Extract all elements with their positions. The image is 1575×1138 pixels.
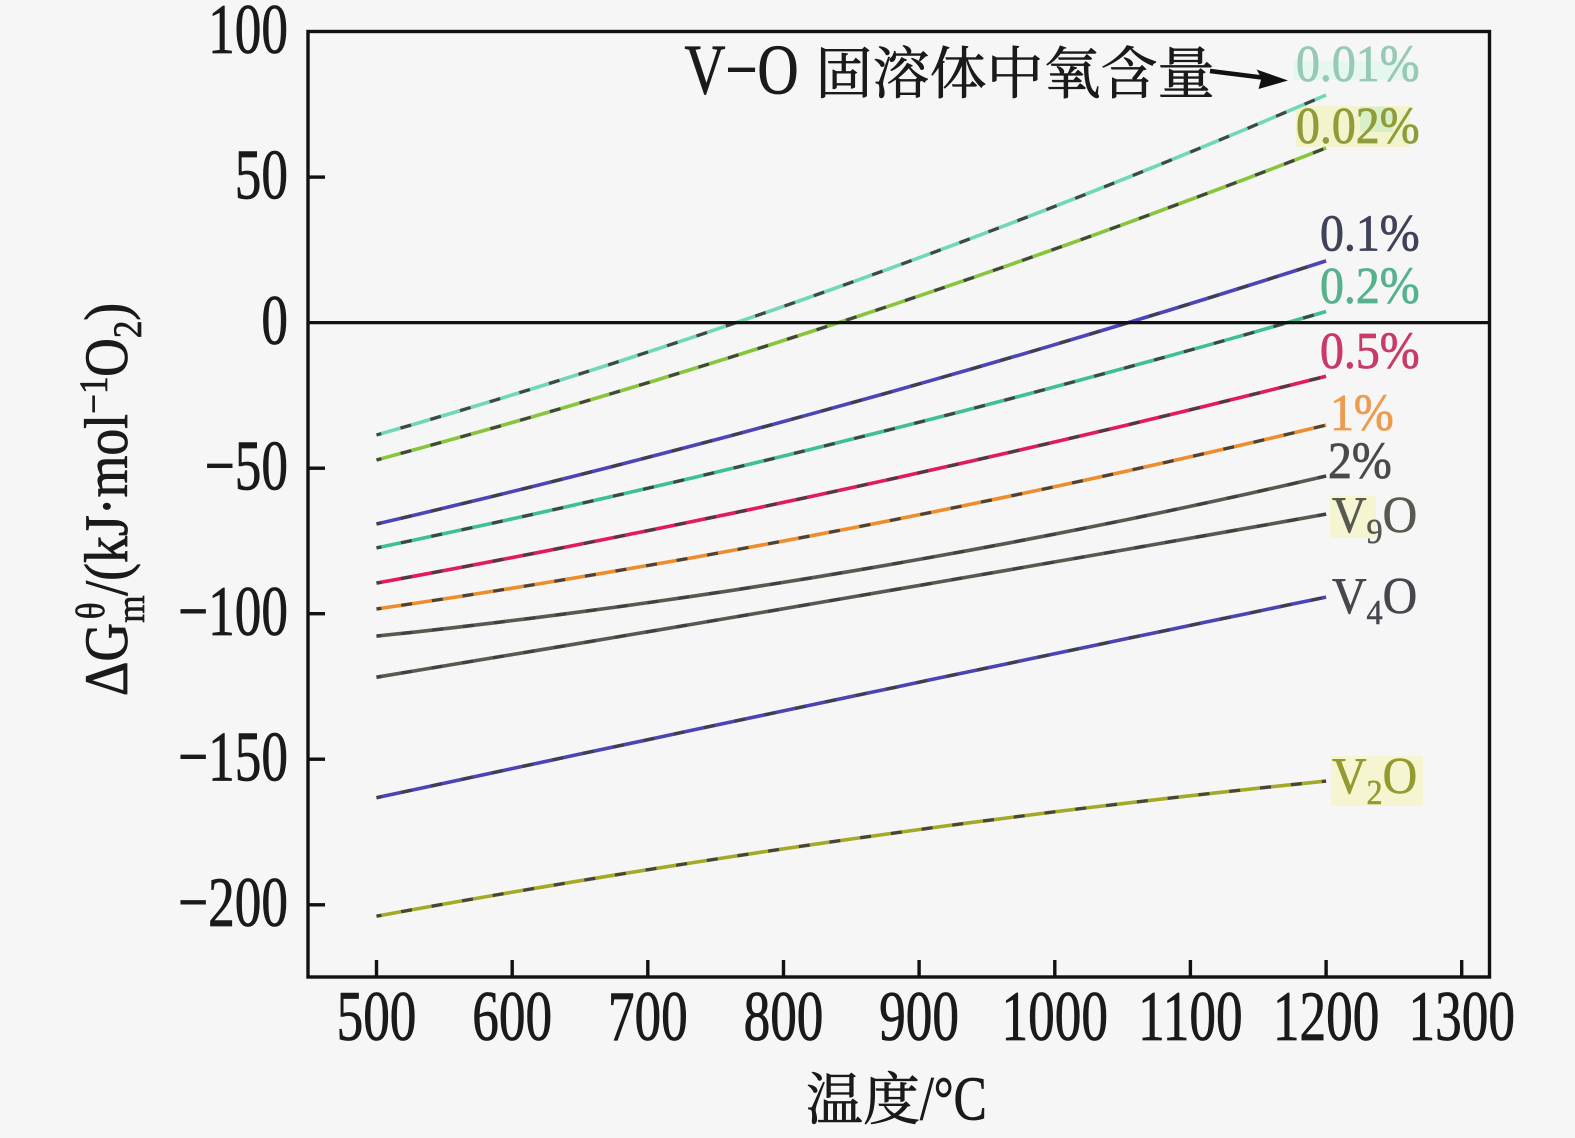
svg-text:0.1%: 0.1%	[1320, 204, 1420, 262]
svg-text:900: 900	[879, 977, 959, 1056]
svg-text:−1: −1	[72, 376, 117, 413]
svg-text:1200: 1200	[1273, 977, 1379, 1056]
svg-text:50: 50	[235, 135, 288, 214]
svg-text:V2O: V2O	[1332, 746, 1417, 812]
svg-text:O: O	[74, 338, 141, 377]
svg-text:600: 600	[472, 977, 552, 1056]
svg-text:1300: 1300	[1408, 977, 1514, 1056]
svg-text:2: 2	[106, 321, 151, 339]
svg-text:−100: −100	[178, 572, 288, 651]
svg-text:/°C: /°C	[920, 1065, 987, 1133]
svg-text:): )	[74, 303, 141, 321]
svg-text:1%: 1%	[1330, 383, 1394, 441]
svg-text:700: 700	[608, 977, 688, 1056]
svg-text:0.2%: 0.2%	[1320, 256, 1420, 314]
svg-text:0: 0	[261, 281, 288, 360]
svg-text:0.01%: 0.01%	[1296, 34, 1420, 92]
svg-text:0.02%: 0.02%	[1296, 96, 1420, 154]
svg-text:m: m	[109, 595, 154, 622]
svg-text:100: 100	[208, 0, 288, 69]
svg-text:1000: 1000	[1002, 977, 1108, 1056]
svg-text:θ: θ	[69, 602, 114, 619]
svg-text:2%: 2%	[1328, 431, 1392, 489]
svg-text:800: 800	[744, 977, 824, 1056]
svg-text:/(kJ·mol: /(kJ·mol	[74, 414, 141, 596]
svg-text:−50: −50	[205, 426, 288, 505]
svg-text:500: 500	[337, 977, 417, 1056]
svg-text:V−O: V−O	[685, 31, 799, 109]
svg-text:1100: 1100	[1138, 977, 1243, 1056]
svg-text:ΔG: ΔG	[74, 623, 141, 696]
svg-text:−200: −200	[178, 863, 288, 942]
svg-text:−150: −150	[178, 717, 288, 796]
svg-text:0.5%: 0.5%	[1320, 321, 1420, 379]
